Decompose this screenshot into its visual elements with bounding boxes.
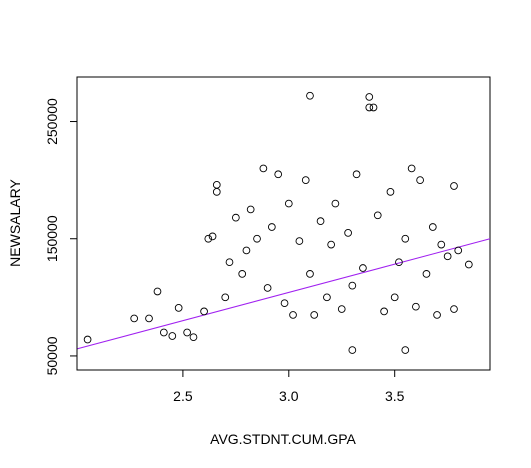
- data-point: [281, 300, 288, 307]
- data-point: [391, 294, 398, 301]
- data-point: [408, 165, 415, 172]
- data-point: [370, 104, 377, 111]
- data-point: [429, 224, 436, 231]
- data-point: [184, 329, 191, 336]
- data-point: [311, 312, 318, 319]
- data-point: [131, 315, 138, 322]
- data-point: [307, 92, 314, 99]
- data-point: [338, 306, 345, 313]
- data-point: [412, 303, 419, 310]
- x-tick-label: 2.5: [173, 388, 193, 404]
- data-point: [366, 94, 373, 101]
- data-point: [387, 188, 394, 195]
- x-tick-label: 3.0: [279, 388, 299, 404]
- data-point: [381, 308, 388, 315]
- data-point: [349, 347, 356, 354]
- x-axis-title: AVG.STDNT.CUM.GPA: [210, 431, 356, 447]
- y-axis-title: NEWSALARY: [7, 179, 23, 267]
- data-point: [317, 218, 324, 225]
- data-point: [349, 282, 356, 289]
- data-point: [201, 308, 208, 315]
- data-point: [328, 241, 335, 248]
- data-point: [434, 312, 441, 319]
- data-point: [302, 177, 309, 184]
- data-point: [84, 336, 91, 343]
- regression-line: [77, 239, 490, 349]
- data-point: [154, 288, 161, 295]
- data-point: [260, 165, 267, 172]
- data-point: [275, 171, 282, 178]
- data-point: [455, 247, 462, 254]
- data-point: [146, 315, 153, 322]
- data-point: [243, 247, 250, 254]
- data-point: [232, 214, 239, 221]
- y-axis: 50000 150000 250000: [44, 98, 77, 375]
- y-tick-label: 150000: [44, 215, 60, 262]
- x-axis: 2.5 3.0 3.5: [173, 370, 404, 404]
- y-tick-label: 50000: [44, 336, 60, 375]
- data-point: [290, 312, 297, 319]
- data-point: [239, 270, 246, 277]
- data-point: [374, 212, 381, 219]
- data-point: [307, 270, 314, 277]
- data-point: [423, 270, 430, 277]
- data-point: [169, 333, 176, 340]
- data-point: [438, 241, 445, 248]
- y-tick-label: 250000: [44, 98, 60, 145]
- data-point: [213, 188, 220, 195]
- data-point: [268, 224, 275, 231]
- data-point: [451, 306, 458, 313]
- plot-frame: [77, 77, 490, 370]
- plot-area: [77, 92, 490, 353]
- data-point: [417, 177, 424, 184]
- data-point: [264, 285, 271, 292]
- data-point: [402, 235, 409, 242]
- data-point: [345, 229, 352, 236]
- data-point: [254, 235, 261, 242]
- data-point: [160, 329, 167, 336]
- data-point: [296, 238, 303, 245]
- data-point: [247, 206, 254, 213]
- data-point: [222, 294, 229, 301]
- data-point: [175, 304, 182, 311]
- data-point: [444, 253, 451, 260]
- x-tick-label: 3.5: [385, 388, 405, 404]
- data-point: [285, 200, 292, 207]
- data-point: [190, 334, 197, 341]
- data-point: [332, 200, 339, 207]
- data-point: [213, 181, 220, 188]
- data-point: [360, 265, 367, 272]
- data-point: [226, 259, 233, 266]
- data-point: [324, 294, 331, 301]
- data-point: [465, 261, 472, 268]
- data-point: [353, 171, 360, 178]
- data-point: [402, 347, 409, 354]
- data-point: [451, 183, 458, 190]
